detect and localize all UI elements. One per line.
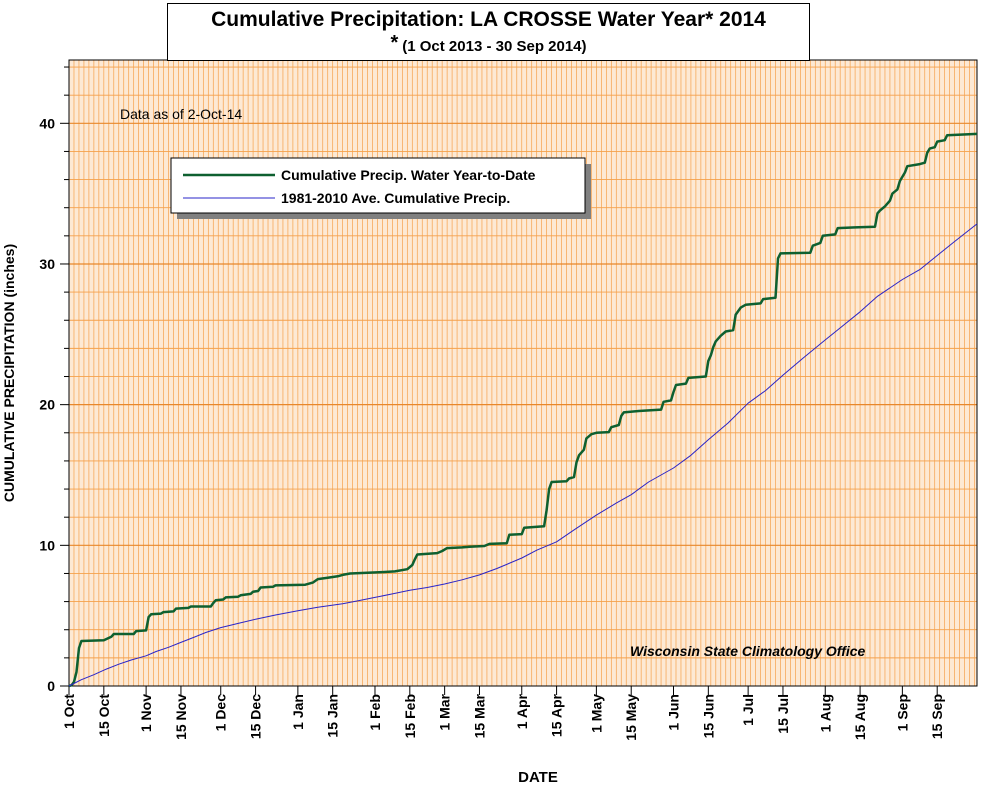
x-tick-label: 1 Apr	[514, 693, 530, 729]
x-tick-label: 15 Feb	[402, 694, 418, 738]
series-average-line	[68, 223, 978, 687]
x-tick-label: 1 Jun	[666, 694, 682, 731]
x-axis: 1 Oct 15 Oct 1 Nov 15 Nov 1 Dec 15 Dec 1 Jan 15…	[61, 686, 945, 741]
x-tick-label: 1 Aug	[817, 694, 833, 732]
y-tick-label: 10	[39, 537, 55, 553]
legend-box	[170, 157, 586, 214]
x-tick-label: 15 Jul	[775, 694, 791, 734]
minor-grid	[69, 60, 977, 686]
x-tick-label: 15 Nov	[173, 694, 189, 740]
data-date-annotation: Data as of 2-Oct-14	[120, 106, 242, 122]
y-axis-title: CUMULATIVE PRECIPITATION (inches)	[1, 244, 17, 502]
x-tick-label: 1 Jan	[290, 694, 306, 730]
x-tick-label: 1 Nov	[138, 694, 154, 732]
legend: Cumulative Precip. Water Year-to-Date 19…	[170, 157, 591, 219]
x-tick-label: 15 Oct	[96, 694, 112, 737]
x-tick-label: 15 Dec	[248, 694, 264, 739]
y-tick-label: 0	[47, 678, 55, 694]
x-tick-label: 1 Dec	[213, 694, 229, 732]
x-tick-label: 15 May	[623, 694, 639, 741]
y-tick-label: 40	[39, 115, 55, 131]
legend-label-average: 1981-2010 Ave. Cumulative Precip.	[281, 190, 510, 206]
chart-subtitle-line: * (1 Oct 2013 - 30 Sep 2014)	[168, 33, 809, 57]
x-tick-label: 1 Sep	[894, 694, 910, 731]
x-tick-label: 15 Mar	[471, 693, 487, 738]
x-tick-label: 15 Sep	[929, 694, 945, 739]
legend-label-observed: Cumulative Precip. Water Year-to-Date	[281, 167, 536, 183]
plot-background	[69, 60, 977, 686]
x-tick-label: 15 Jan	[325, 694, 341, 738]
x-tick-label: 15 Jun	[700, 694, 716, 738]
chart-title-box: Cumulative Precipitation: LA CROSSE Wate…	[167, 3, 810, 61]
y-tick-label: 20	[39, 397, 55, 413]
credit-label: Wisconsin State Climatology Office	[630, 643, 866, 659]
x-tick-label: 1 Oct	[61, 694, 77, 729]
x-axis-title: DATE	[518, 769, 558, 786]
x-tick-label: 1 Feb	[367, 694, 383, 731]
major-grid	[69, 122, 977, 546]
x-tick-label: 15 Aug	[852, 694, 868, 740]
x-tick-label: 15 Apr	[549, 693, 565, 737]
y-axis: 0 10 20 30 40	[39, 66, 69, 694]
chart-title: Cumulative Precipitation: LA CROSSE Wate…	[211, 8, 766, 31]
x-tick-label: 1 Mar	[437, 693, 453, 730]
series-layer	[68, 132, 978, 688]
x-tick-label: 1 Jul	[740, 694, 756, 726]
x-tick-label: 1 May	[588, 694, 604, 733]
chart-subtitle: (1 Oct 2013 - 30 Sep 2014)	[402, 38, 587, 55]
y-tick-label: 30	[39, 256, 55, 272]
subtitle-asterisk: *	[390, 32, 399, 54]
series-observed-line	[68, 132, 978, 688]
